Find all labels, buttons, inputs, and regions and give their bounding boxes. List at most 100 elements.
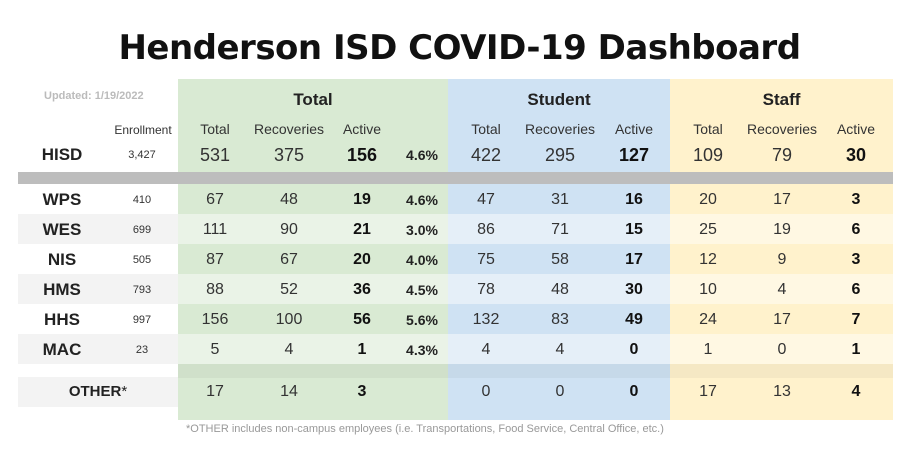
subheader-total-recoveries: Recoveries bbox=[253, 121, 325, 137]
subheader-staff-active: Active bbox=[836, 121, 876, 137]
district-staff-total: 109 bbox=[692, 145, 724, 165]
other-total-active: 3 bbox=[357, 383, 367, 400]
district-name: HISD bbox=[41, 145, 83, 164]
district-enrollment: 3,427 bbox=[128, 149, 156, 161]
header-staff: Staff bbox=[762, 90, 801, 109]
other-row-band-left bbox=[18, 377, 178, 407]
campus-active-percent: 4.6% bbox=[406, 192, 438, 208]
campus-student-total: 75 bbox=[477, 251, 495, 268]
campus-active-percent: 4.0% bbox=[406, 252, 438, 268]
footnote: *OTHER includes non-campus employees (i.… bbox=[186, 423, 664, 435]
spacer-band bbox=[178, 364, 893, 378]
campus-staff-active: 1 bbox=[851, 341, 861, 358]
district-staff-recoveries: 79 bbox=[771, 145, 793, 165]
campus-student-active: 49 bbox=[625, 311, 643, 328]
campus-total-recoveries: 67 bbox=[280, 251, 298, 268]
campus-enrollment: 505 bbox=[132, 254, 152, 266]
campus-name: HHS bbox=[44, 310, 80, 329]
campus-enrollment: 699 bbox=[132, 224, 152, 236]
campus-enrollment: 410 bbox=[132, 194, 152, 206]
campus-student-total: 47 bbox=[477, 191, 495, 208]
campus-active-percent: 5.6% bbox=[406, 312, 438, 328]
campus-staff-total: 12 bbox=[699, 251, 717, 268]
campus-staff-active: 3 bbox=[851, 251, 861, 268]
staff-section-background bbox=[670, 79, 893, 420]
row-band-left bbox=[18, 214, 178, 244]
district-total-active: 156 bbox=[346, 145, 378, 165]
campus-student-total: 86 bbox=[477, 221, 495, 238]
campus-staff-active: 6 bbox=[851, 281, 861, 298]
other-asterisk: * bbox=[121, 383, 128, 400]
campus-total: 5 bbox=[210, 341, 220, 358]
campus-total-active: 36 bbox=[353, 281, 371, 298]
campus-name: MAC bbox=[42, 340, 82, 359]
campus-total-active: 21 bbox=[353, 221, 371, 238]
campus-staff-recoveries: 4 bbox=[777, 281, 787, 298]
campus-total: 87 bbox=[206, 251, 224, 268]
district-total-recoveries: 375 bbox=[273, 145, 305, 165]
other-staff-recoveries: 13 bbox=[773, 383, 791, 400]
campus-total-recoveries: 100 bbox=[275, 311, 303, 328]
subheader-student-total: Total bbox=[471, 121, 501, 137]
campus-total: 67 bbox=[206, 191, 224, 208]
campus-student-active: 15 bbox=[625, 221, 643, 238]
updated-date: Updated: 1/19/2022 bbox=[44, 90, 144, 102]
campus-student-total: 4 bbox=[481, 341, 491, 358]
header-student: Student bbox=[527, 90, 591, 109]
campus-student-recoveries: 71 bbox=[551, 221, 569, 238]
row-band-left bbox=[18, 274, 178, 304]
campus-student-active: 0 bbox=[629, 341, 639, 358]
campus-name: WES bbox=[42, 220, 82, 239]
other-label: OTHER* bbox=[18, 377, 178, 407]
campus-staff-total: 20 bbox=[699, 191, 717, 208]
campus-student-recoveries: 58 bbox=[551, 251, 569, 268]
campus-student-recoveries: 4 bbox=[555, 341, 565, 358]
campus-total-active: 20 bbox=[353, 251, 371, 268]
other-total: 17 bbox=[206, 383, 224, 400]
campus-staff-recoveries: 17 bbox=[773, 311, 791, 328]
subheader-total-total: Total bbox=[200, 121, 230, 137]
campus-total-recoveries: 48 bbox=[280, 191, 298, 208]
other-staff-active: 4 bbox=[851, 383, 861, 400]
campus-total-recoveries: 4 bbox=[284, 341, 294, 358]
campus-active-percent: 4.5% bbox=[406, 282, 438, 298]
campus-staff-active: 7 bbox=[851, 311, 861, 328]
row-band-left bbox=[18, 334, 178, 364]
table-divider bbox=[18, 172, 893, 184]
campus-name: HMS bbox=[43, 280, 81, 299]
campus-total-active: 1 bbox=[357, 341, 367, 358]
student-section-background bbox=[448, 79, 670, 420]
campus-staff-recoveries: 0 bbox=[777, 341, 787, 358]
subheader-staff-total: Total bbox=[693, 121, 723, 137]
campus-staff-total: 24 bbox=[699, 311, 717, 328]
campus-staff-active: 3 bbox=[851, 191, 861, 208]
campus-name: NIS bbox=[47, 250, 77, 269]
total-section-background bbox=[178, 79, 448, 420]
district-active-percent: 4.6% bbox=[406, 147, 438, 163]
district-student-active: 127 bbox=[618, 145, 650, 165]
campus-staff-recoveries: 9 bbox=[777, 251, 787, 268]
other-staff-total: 17 bbox=[699, 383, 717, 400]
subheader-enrollment: Enrollment bbox=[114, 123, 172, 137]
campus-staff-total: 25 bbox=[699, 221, 717, 238]
campus-active-percent: 4.3% bbox=[406, 342, 438, 358]
other-total-recoveries: 14 bbox=[280, 383, 298, 400]
other-name: OTHER bbox=[68, 383, 122, 400]
campus-student-active: 17 bbox=[625, 251, 643, 268]
campus-total: 156 bbox=[201, 311, 229, 328]
campus-student-total: 78 bbox=[477, 281, 495, 298]
campus-total-active: 19 bbox=[353, 191, 371, 208]
campus-student-total: 132 bbox=[472, 311, 500, 328]
other-student-total: 0 bbox=[481, 383, 491, 400]
district-student-recoveries: 295 bbox=[544, 145, 576, 165]
campus-staff-recoveries: 19 bbox=[773, 221, 791, 238]
district-student-total: 422 bbox=[470, 145, 502, 165]
campus-enrollment: 997 bbox=[132, 314, 152, 326]
campus-staff-total: 1 bbox=[703, 341, 713, 358]
campus-staff-recoveries: 17 bbox=[773, 191, 791, 208]
campus-student-recoveries: 48 bbox=[551, 281, 569, 298]
subheader-student-recoveries: Recoveries bbox=[524, 121, 596, 137]
campus-enrollment: 793 bbox=[132, 284, 152, 296]
campus-staff-total: 10 bbox=[699, 281, 717, 298]
campus-total-recoveries: 90 bbox=[280, 221, 298, 238]
